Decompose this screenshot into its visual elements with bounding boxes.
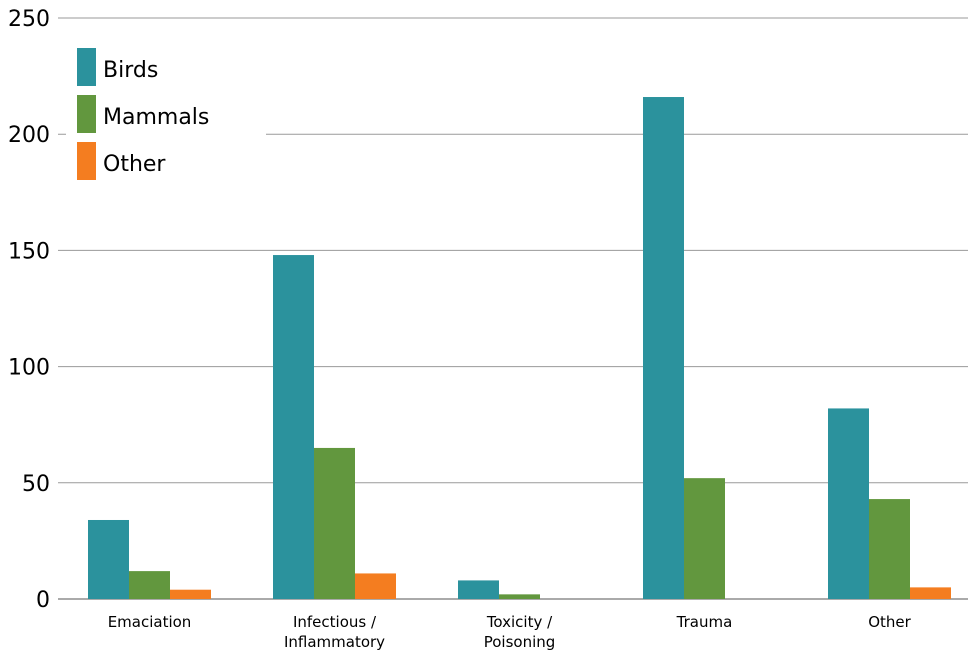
bar-mammals-4 (869, 499, 910, 599)
legend-swatch-other (77, 142, 96, 180)
bar-birds-4 (828, 408, 869, 599)
bar-mammals-3 (684, 478, 725, 599)
bar-birds-3 (643, 97, 684, 600)
y-tick-label: 50 (22, 472, 50, 497)
x-category-label: Toxicity / Poisoning (484, 613, 556, 651)
bar-birds-2 (458, 580, 499, 599)
bars (88, 97, 951, 600)
y-tick-label: 250 (8, 7, 50, 32)
bar-mammals-1 (314, 447, 355, 599)
x-axis-categories: Emaciation Infectious / Inflammatory Toxici… (108, 613, 912, 651)
bar-other-0 (170, 589, 211, 599)
x-category-label: Emaciation (108, 613, 192, 631)
y-tick-label: 150 (8, 239, 50, 264)
bar-other-4 (910, 587, 951, 599)
bar-birds-1 (273, 255, 314, 599)
legend-label-other: Other (103, 152, 166, 177)
y-tick-label: 200 (8, 123, 50, 148)
y-tick-label: 0 (36, 588, 50, 613)
bar-mammals-0 (129, 571, 170, 599)
legend-swatch-birds (77, 48, 96, 86)
x-category-label: Trauma (676, 613, 733, 631)
bar-mammals-2 (499, 594, 540, 599)
legend: Birds Mammals Other (66, 40, 266, 190)
x-category-label: Infectious / Inflammatory (284, 613, 385, 651)
legend-background (66, 40, 266, 190)
bar-birds-0 (88, 519, 129, 599)
bar-other-1 (355, 573, 396, 599)
y-axis-ticks: 0 50 100 150 200 250 (8, 7, 50, 613)
x-category-label: Other (868, 613, 911, 631)
y-tick-label: 100 (8, 356, 50, 381)
legend-swatch-mammals (77, 95, 96, 133)
legend-label-birds: Birds (103, 58, 158, 83)
legend-label-mammals: Mammals (103, 105, 209, 130)
